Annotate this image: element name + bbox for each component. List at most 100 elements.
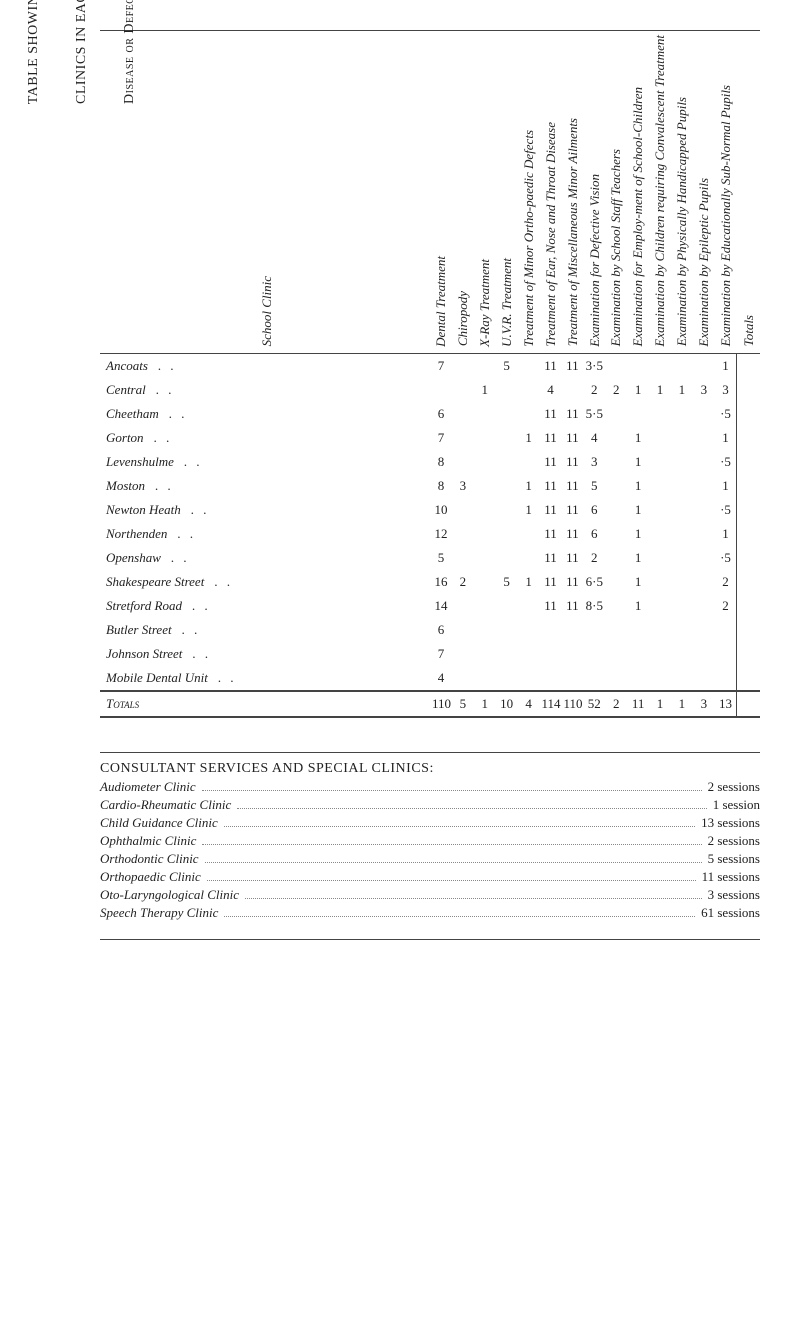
cell: [518, 378, 540, 402]
cell: [649, 474, 671, 498]
cell: 7: [430, 642, 452, 666]
sessions-table: School Clinic Dental Treatment Chiropody…: [100, 30, 760, 718]
cell: [583, 642, 605, 666]
cell: [474, 642, 496, 666]
leader-dots: . .: [148, 358, 177, 373]
cell: 2: [583, 378, 605, 402]
list-item: Child Guidance Clinic 13 sessions: [100, 815, 760, 831]
cell: ·5: [715, 450, 737, 474]
cell: [693, 474, 715, 498]
totals-cell: 2: [605, 691, 627, 717]
cell: [693, 570, 715, 594]
cell: [715, 666, 737, 691]
cell: [496, 426, 518, 450]
cell: [693, 426, 715, 450]
cell: 5: [496, 354, 518, 378]
clinic-name: Orthodontic Clinic: [100, 851, 199, 867]
list-item: Ophthalmic Clinic2 sessions: [100, 833, 760, 849]
leader-dots: . .: [172, 622, 201, 637]
cell: [627, 642, 649, 666]
table-row: Stretford Road . .1411118·512: [100, 594, 760, 618]
cell: [649, 498, 671, 522]
row-name: Northenden . .: [100, 522, 430, 546]
cell: [605, 666, 627, 691]
cell: [649, 570, 671, 594]
cell: 11: [540, 570, 562, 594]
leader-dots: . .: [204, 574, 233, 589]
cell: [540, 618, 562, 642]
cell: ·5: [715, 498, 737, 522]
cell: 11: [540, 546, 562, 570]
column-header-row: School Clinic Dental Treatment Chiropody…: [100, 31, 760, 353]
cell: [518, 546, 540, 570]
totals-grand: [737, 691, 760, 717]
cell: 4: [583, 426, 605, 450]
cell: 4: [430, 666, 452, 691]
cell: [671, 546, 693, 570]
row-name: Openshaw . .: [100, 546, 430, 570]
cell: [605, 402, 627, 426]
cell: 1: [627, 474, 649, 498]
row-total: [737, 522, 760, 546]
cell: 6: [583, 522, 605, 546]
cell: 11: [540, 354, 562, 378]
cell: 1: [627, 594, 649, 618]
cell: [474, 618, 496, 642]
cell: [452, 426, 474, 450]
cell: [671, 498, 693, 522]
leader-dots: . .: [167, 526, 196, 541]
cell: [671, 450, 693, 474]
clinic-sessions: 2 sessions: [708, 779, 760, 795]
cell: [561, 642, 583, 666]
cell: [518, 594, 540, 618]
footer-rule: [100, 939, 760, 940]
cell: [605, 498, 627, 522]
cell: [540, 666, 562, 691]
cell: ·5: [715, 546, 737, 570]
cell: [693, 594, 715, 618]
cell: [452, 618, 474, 642]
cell: [649, 354, 671, 378]
cell: [496, 594, 518, 618]
cell: [715, 642, 737, 666]
leader-dots: . .: [182, 646, 211, 661]
services-list: Audiometer Clinic2 sessionsCardio-Rheuma…: [30, 779, 760, 921]
row-name: Johnson Street . .: [100, 642, 430, 666]
cell: [452, 594, 474, 618]
cell: 2: [715, 594, 737, 618]
cell: 11: [540, 522, 562, 546]
cell: 11: [561, 522, 583, 546]
row-name: Stretford Road . .: [100, 594, 430, 618]
row-name: Moston . .: [100, 474, 430, 498]
cell: 1: [715, 354, 737, 378]
leader-dots: . .: [182, 598, 211, 613]
totals-cell: 3: [693, 691, 715, 717]
cell: [452, 642, 474, 666]
cell: ·5: [715, 402, 737, 426]
totals-cell: 10: [496, 691, 518, 717]
cell: [693, 498, 715, 522]
cell: [671, 474, 693, 498]
cell: [605, 354, 627, 378]
cell: 6·5: [583, 570, 605, 594]
clinic-sessions: 13 sessions: [701, 815, 760, 831]
leader-dots: . .: [208, 670, 237, 685]
col-hdr: Examination by Educationally Sub-Normal …: [715, 31, 737, 353]
cell: 3: [715, 378, 737, 402]
cell: 7: [430, 354, 452, 378]
list-item: Cardio-Rheumatic Clinic1 session: [100, 797, 760, 813]
cell: [583, 618, 605, 642]
clinic-name: Orthopaedic Clinic: [100, 869, 201, 885]
leader-dots: . .: [181, 502, 210, 517]
clinic-name: Child Guidance Clinic: [100, 815, 218, 831]
row-name: Gorton . .: [100, 426, 430, 450]
cell: 1: [649, 378, 671, 402]
cell: 1: [671, 378, 693, 402]
list-item: Orthodontic Clinic5 sessions: [100, 851, 760, 867]
cell: [627, 618, 649, 642]
totals-cell: 13: [715, 691, 737, 717]
leader-dots: . .: [161, 550, 190, 565]
cell: [715, 618, 737, 642]
col-hdr: Examination for Defective Vision: [583, 31, 605, 353]
col-hdr: Examination by Epileptic Pupils: [693, 31, 715, 353]
